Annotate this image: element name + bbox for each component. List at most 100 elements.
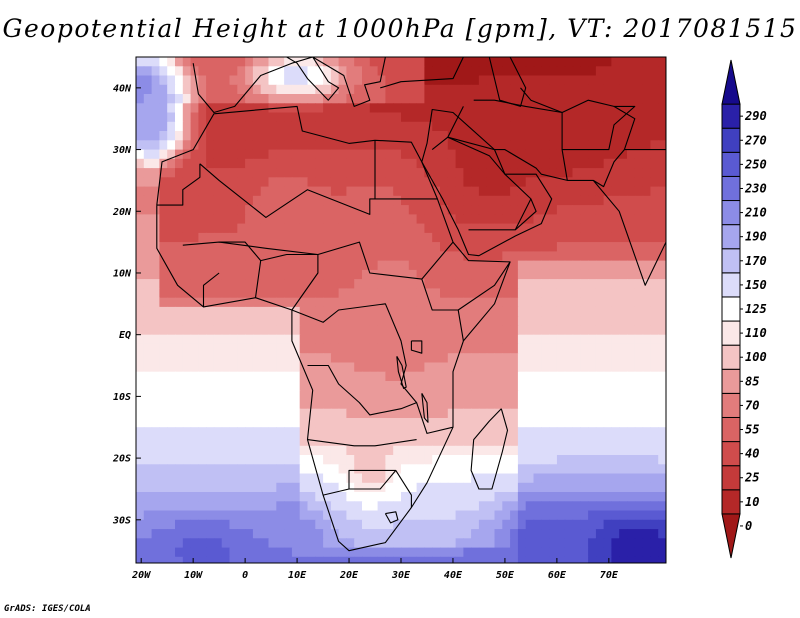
field-cell	[627, 529, 636, 539]
field-cell	[369, 418, 379, 428]
field-cell	[595, 242, 605, 252]
field-cell	[471, 269, 480, 280]
field-cell	[611, 325, 620, 336]
field-cell	[455, 547, 464, 558]
field-cell	[393, 223, 402, 234]
field-cell	[190, 399, 199, 410]
field-cell	[541, 214, 550, 225]
field-cell	[237, 399, 246, 410]
field-cell	[252, 186, 262, 197]
field-cell	[190, 482, 199, 493]
field-cell	[533, 251, 542, 262]
field-cell	[175, 223, 184, 234]
field-cell	[611, 492, 620, 502]
field-cell	[424, 186, 433, 197]
field-cell	[159, 84, 168, 95]
field-cell	[315, 381, 324, 391]
field-cell	[603, 371, 612, 382]
field-cell	[213, 168, 223, 178]
field-cell	[385, 94, 394, 104]
field-cell	[517, 205, 527, 215]
field-cell	[549, 205, 558, 215]
field-cell	[525, 103, 535, 114]
field-cell	[432, 242, 441, 252]
field-cell	[502, 464, 511, 475]
field-cell	[198, 427, 207, 438]
field-cell	[580, 547, 589, 558]
field-cell	[611, 140, 620, 151]
field-cell	[432, 158, 441, 169]
field-cell	[432, 297, 441, 308]
field-cell	[572, 445, 581, 456]
field-cell	[213, 445, 223, 456]
field-cell	[463, 75, 472, 86]
colorbar-label: 40	[745, 447, 759, 461]
field-cell	[260, 455, 270, 465]
field-cell	[478, 399, 488, 410]
field-cell	[408, 297, 418, 308]
field-cell	[432, 103, 441, 114]
field-cell	[502, 556, 511, 563]
arabia-coastline	[421, 108, 553, 257]
field-cell	[237, 436, 246, 447]
field-cell	[159, 390, 168, 401]
field-cell	[619, 362, 628, 373]
field-cell	[478, 140, 488, 151]
field-cell	[213, 482, 223, 493]
field-cell	[190, 510, 199, 521]
field-cell	[151, 84, 160, 95]
field-cell	[252, 510, 262, 521]
field-cell	[323, 408, 332, 419]
field-cell	[315, 94, 324, 104]
field-cell	[393, 501, 402, 512]
field-cell	[229, 251, 238, 262]
field-cell	[447, 390, 457, 401]
field-cell	[268, 279, 277, 289]
field-cell	[136, 186, 145, 197]
field-cell	[595, 418, 605, 428]
field-cell	[517, 418, 527, 428]
field-cell	[627, 556, 636, 563]
field-cell	[611, 251, 620, 262]
field-cell	[276, 408, 285, 419]
field-cell	[245, 445, 254, 456]
field-cell	[213, 473, 223, 484]
field-cell	[330, 455, 340, 465]
field-cell	[494, 538, 503, 549]
field-cell	[502, 177, 511, 188]
field-cell	[572, 427, 581, 438]
field-cell	[611, 66, 620, 77]
field-cell	[471, 260, 480, 271]
field-cell	[299, 501, 309, 512]
field-cell	[463, 547, 472, 558]
field-cell	[151, 168, 160, 178]
field-cell	[151, 399, 160, 410]
field-cell	[354, 223, 363, 234]
field-cell	[595, 158, 605, 169]
field-cell	[541, 427, 550, 438]
field-cell	[486, 492, 496, 502]
field-cell	[572, 131, 581, 141]
field-cell	[416, 232, 425, 243]
field-cell	[385, 205, 394, 215]
field-cell	[284, 242, 293, 252]
field-cell	[447, 316, 457, 327]
field-cell	[595, 140, 605, 151]
field-cell	[354, 529, 363, 539]
field-cell	[642, 214, 651, 225]
field-cell	[408, 232, 418, 243]
field-cell	[307, 501, 316, 512]
field-cell	[385, 168, 394, 178]
field-cell	[510, 353, 519, 364]
field-cell	[627, 251, 636, 262]
field-cell	[268, 84, 277, 95]
field-cell	[213, 121, 223, 132]
field-cell	[556, 251, 566, 262]
field-cell	[276, 547, 285, 558]
field-cell	[603, 242, 612, 252]
field-cell	[362, 408, 371, 419]
field-cell	[533, 195, 542, 206]
field-cell	[221, 75, 231, 86]
field-cell	[346, 418, 355, 428]
